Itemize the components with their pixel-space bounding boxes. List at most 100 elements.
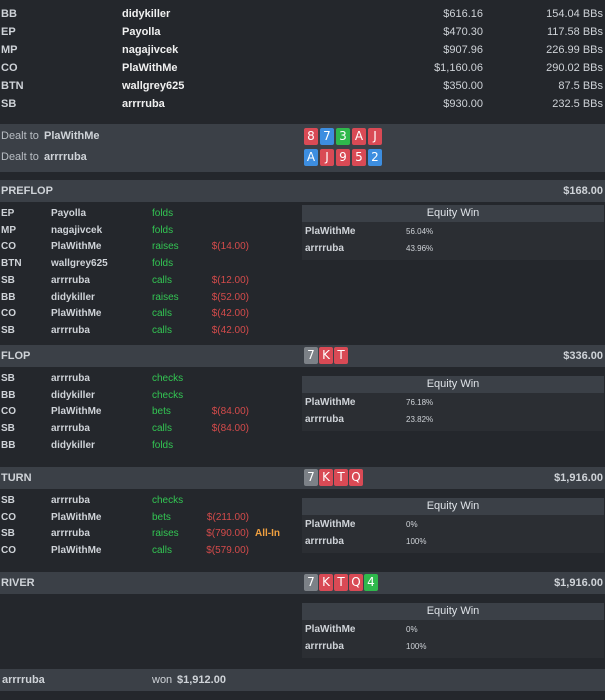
action-player[interactable]: arrrruba [51, 528, 90, 540]
board-card: T [334, 347, 348, 364]
action-player[interactable]: PlaWithMe [51, 308, 102, 320]
hole-card: 2 [368, 149, 382, 166]
all-in-tag: All-In [255, 528, 280, 540]
equity-player: PlaWithMe [305, 226, 356, 237]
action-player[interactable]: PlaWithMe [51, 545, 102, 557]
hole-card: A [304, 149, 318, 166]
equity-header: Equity Win [302, 205, 604, 222]
dealt-player-name[interactable]: arrrruba [44, 151, 87, 163]
dealt-player-name[interactable]: PlaWithMe [44, 130, 100, 142]
action-verb: raises [152, 291, 179, 303]
action-verb: checks [152, 495, 184, 506]
action-player[interactable]: arrrruba [51, 423, 90, 435]
action-verb: raises [152, 528, 179, 540]
equity-pct: 100% [406, 537, 427, 546]
action-verb: folds [152, 208, 174, 219]
board-card: Q [349, 469, 363, 486]
player-name[interactable]: nagajivcek [122, 44, 179, 56]
action-player[interactable]: PlaWithMe [51, 241, 102, 253]
action-amount: $(84.00) [211, 406, 249, 418]
action-player[interactable]: didykiller [51, 291, 95, 303]
player-position: CO [1, 62, 18, 74]
equity-header: Equity Win [302, 498, 604, 515]
action-verb: calls [152, 545, 173, 557]
action-player[interactable]: PlaWithMe [51, 511, 102, 523]
action-position: BB [1, 389, 16, 401]
street-name: PREFLOP [1, 185, 53, 197]
action-verb: calls [152, 274, 173, 286]
action-player[interactable]: Payolla [51, 208, 87, 219]
hole-card: A [352, 128, 366, 145]
equity-pct: 23.82% [406, 415, 434, 424]
equity-player: arrrruba [305, 414, 344, 425]
hole-card: 9 [336, 149, 350, 166]
hole-card: 7 [320, 128, 334, 145]
action-position: CO [1, 308, 16, 320]
player-stack: $1,160.06 [434, 62, 483, 74]
equity-box: PlaWithMe 0% arrrruba 100% [302, 620, 604, 658]
player-bbs: 154.04 BBs [546, 8, 603, 20]
action-player[interactable]: arrrruba [51, 274, 90, 286]
action-amount: $(790.00) [206, 528, 249, 540]
action-player[interactable]: wallgrey625 [51, 258, 108, 270]
player-stack: $930.00 [443, 98, 483, 110]
action-verb: calls [152, 308, 173, 320]
equity-pct: 0% [406, 625, 418, 634]
player-position: MP [1, 44, 18, 56]
action-amount: $(42.00) [211, 324, 249, 336]
action-verb: raises [152, 241, 179, 253]
action-player[interactable]: didykiller [51, 439, 95, 451]
board-card: 7 [304, 347, 318, 364]
action-player[interactable]: arrrruba [51, 324, 90, 336]
action-position: CO [1, 241, 16, 253]
street-name: FLOP [1, 350, 31, 362]
player-name[interactable]: Payolla [122, 26, 161, 38]
action-position: MP [1, 224, 16, 236]
street-header: FLOP $336.00 7 K T [0, 345, 605, 367]
board-card: K [319, 347, 333, 364]
player-stack: $350.00 [443, 80, 483, 92]
action-position: CO [1, 545, 16, 557]
street-pot: $336.00 [563, 350, 603, 362]
player-name[interactable]: arrrruba [122, 98, 165, 110]
action-player[interactable]: arrrruba [51, 495, 90, 506]
action-verb: folds [152, 224, 174, 236]
action-position: BB [1, 291, 16, 303]
player-bbs: 290.02 BBs [546, 62, 603, 74]
equity-player: PlaWithMe [305, 624, 356, 635]
equity-header: Equity Win [302, 376, 604, 393]
action-verb: calls [152, 423, 173, 435]
equity-player: arrrruba [305, 243, 344, 254]
hole-card: J [320, 149, 334, 166]
action-verb: bets [152, 511, 171, 523]
street-pot: $1,916.00 [554, 577, 603, 589]
action-position: CO [1, 511, 16, 523]
players-table: BB didykiller $616.16 154.04 BBs EP Payolla $4… [0, 0, 605, 122]
player-name[interactable]: didykiller [122, 8, 171, 20]
dealt-section: Dealt to PlaWithMe 8 7 3 A J Dealt to arrrruba A J… [0, 124, 605, 172]
action-player[interactable]: PlaWithMe [51, 406, 102, 418]
equity-pct: 43.96% [406, 244, 434, 253]
player-name[interactable]: wallgrey625 [122, 80, 185, 92]
street-pot: $1,916.00 [554, 472, 603, 484]
won-amount: $1,912.00 [177, 674, 226, 686]
dealt-prefix: Dealt to [1, 151, 39, 163]
result-bar: arrrruba won $1,912.00 [0, 669, 605, 691]
action-verb: checks [152, 373, 184, 384]
equity-player: arrrruba [305, 641, 344, 652]
winner-name[interactable]: arrrruba [2, 674, 45, 686]
player-name[interactable]: PlaWithMe [122, 62, 178, 74]
action-amount: $(42.00) [211, 308, 249, 320]
street-header: TURN $1,916.00 7 K T Q [0, 467, 605, 489]
action-verb: bets [152, 406, 171, 418]
board-card: K [319, 469, 333, 486]
action-verb: checks [152, 389, 184, 401]
action-player[interactable]: didykiller [51, 389, 95, 401]
equity-box: PlaWithMe 56.04% arrrruba 43.96% [302, 222, 604, 260]
board-card: K [319, 574, 333, 591]
action-player[interactable]: nagajivcek [51, 224, 103, 236]
action-player[interactable]: arrrruba [51, 373, 90, 384]
player-position: EP [1, 26, 16, 38]
board-card: 4 [364, 574, 378, 591]
street-header: PREFLOP $168.00 [0, 180, 605, 202]
